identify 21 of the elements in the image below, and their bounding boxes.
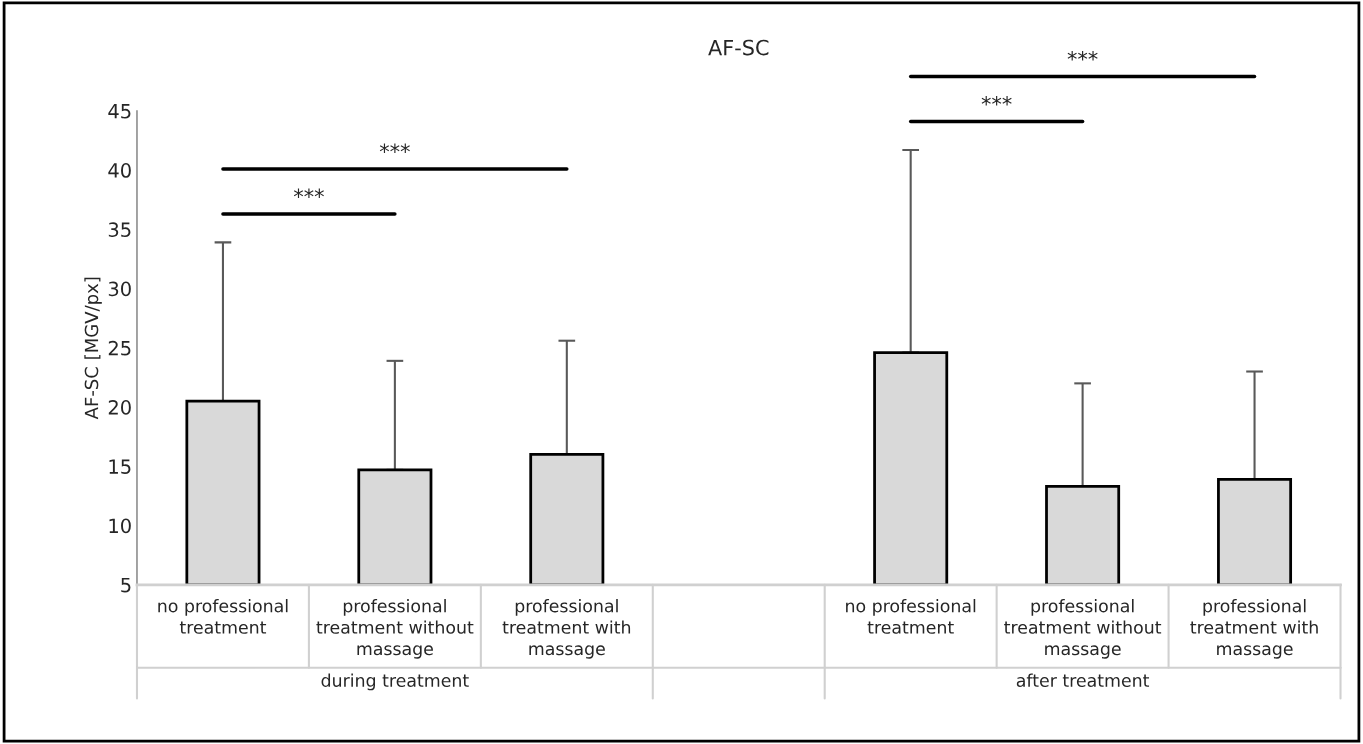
y-tick-label: 30 bbox=[108, 281, 131, 297]
y-tick-label: 10 bbox=[109, 518, 131, 534]
annotation: *** bbox=[293, 188, 324, 198]
text: *** bbox=[981, 96, 1012, 106]
x-tick-label: professional treatment with massage bbox=[502, 599, 631, 659]
y-tick-label: 15 bbox=[109, 459, 131, 474]
y-tick-label: 5 bbox=[121, 578, 131, 593]
text: during treatment bbox=[321, 673, 469, 691]
y-tick-label: 25 bbox=[108, 340, 131, 356]
annotation: *** bbox=[379, 143, 410, 153]
x-tick-label: professional treatment with massage bbox=[1190, 599, 1318, 659]
text: *** bbox=[1067, 51, 1098, 61]
y-tick-label: 45 bbox=[108, 104, 131, 119]
y-tick-label: 20 bbox=[108, 400, 131, 415]
y-axis-title: AF-SC [MGV/px] bbox=[84, 277, 102, 420]
y-tick-label: 40 bbox=[108, 163, 131, 178]
text: after treatment bbox=[1016, 673, 1150, 687]
x-tick-label: no professional treatment bbox=[158, 599, 288, 634]
chart-title: AF-SC bbox=[708, 39, 769, 56]
x-tick-label: no professional treatment bbox=[846, 599, 976, 634]
y-tick-label: 35 bbox=[108, 222, 131, 237]
